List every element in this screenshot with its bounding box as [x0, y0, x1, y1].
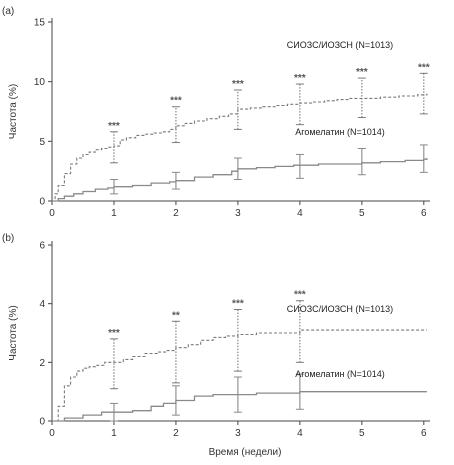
x-tick-label: 6	[421, 208, 427, 219]
significance-label: ***	[170, 96, 182, 107]
significance-label: ***	[418, 62, 430, 73]
agomelatine-line	[52, 391, 427, 422]
x-tick-label: 2	[173, 208, 179, 219]
panel-label: (b)	[2, 233, 14, 244]
y-tick-label: 0	[39, 417, 45, 428]
x-tick-label: 1	[111, 208, 117, 219]
legend-label: СИОЗС/ИОЗСН (N=1013)	[287, 40, 393, 50]
x-tick-label: 0	[49, 428, 55, 439]
y-tick-label: 15	[34, 18, 46, 29]
x-tick-label: 6	[421, 428, 427, 439]
legend-label: СИОЗС/ИОЗСН (N=1013)	[287, 304, 393, 314]
x-tick-label: 5	[359, 428, 365, 439]
y-tick-label: 2	[39, 358, 45, 369]
x-tick-label: 4	[297, 428, 303, 439]
x-tick-label: 1	[111, 428, 117, 439]
ssri-snri-line	[52, 329, 427, 422]
y-tick-label: 10	[34, 77, 46, 88]
ssri-snri-line	[52, 93, 428, 202]
significance-label: ***	[232, 299, 244, 310]
y-axis-title: Частота (%)	[8, 84, 19, 139]
y-tick-label: 6	[39, 241, 45, 252]
significance-label: ***	[232, 79, 244, 90]
significance-label: ***	[356, 67, 368, 78]
significance-label: **	[172, 310, 180, 321]
x-tick-label: 3	[235, 208, 241, 219]
panel-label: (a)	[2, 6, 14, 17]
x-tick-label: 2	[173, 428, 179, 439]
x-axis-title: Время (недели)	[209, 447, 282, 458]
x-tick-label: 5	[359, 208, 365, 219]
legend-label: Агомелатин (N=1014)	[295, 369, 384, 379]
x-tick-label: 3	[235, 428, 241, 439]
significance-label: ***	[294, 73, 306, 84]
y-tick-label: 4	[39, 299, 45, 310]
significance-label: ***	[108, 121, 120, 132]
legend-label: Агомелатин (N=1014)	[295, 127, 384, 137]
significance-label: ***	[108, 328, 120, 339]
x-tick-label: 4	[297, 208, 303, 219]
y-axis-title: Частота (%)	[8, 305, 19, 360]
y-tick-label: 0	[39, 197, 45, 208]
x-tick-label: 0	[49, 208, 55, 219]
y-tick-label: 5	[39, 137, 45, 148]
significance-label: ***	[294, 290, 306, 301]
